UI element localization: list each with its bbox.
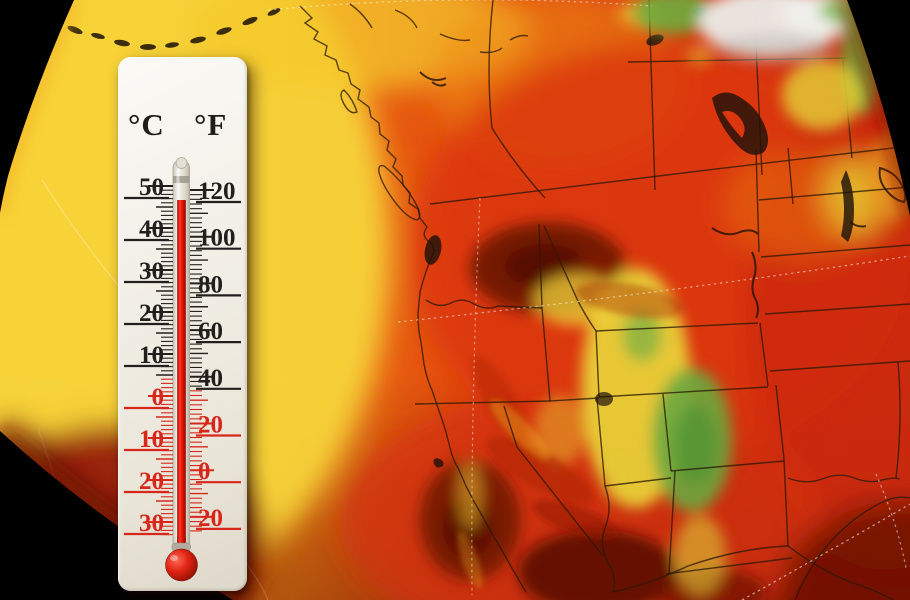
pacific-coastline	[299, 5, 527, 593]
fahrenheit-scale-label: 60	[198, 318, 223, 345]
us-mexico-border	[612, 545, 894, 600]
fahrenheit-scale-label: 40	[198, 365, 223, 392]
celsius-scale-label: 30	[139, 510, 164, 537]
lakes	[419, 8, 907, 468]
mercury-column	[171, 200, 191, 568]
celsius-scale-label: 10	[139, 342, 164, 369]
vancouver-island	[378, 164, 421, 221]
celsius-unit-label: °C	[128, 107, 165, 142]
fahrenheit-scale-label: 20	[198, 412, 223, 439]
thermometer-card: °C °F 50 40 30 20 10 0 10 20 30 120 100 80 60 40 20 0 20	[118, 57, 247, 591]
thermometer-bulb	[165, 548, 198, 582]
aleutian-islands	[67, 8, 281, 50]
celsius-scale-label: 20	[139, 468, 164, 495]
celsius-scale-label: 20	[139, 300, 164, 327]
haida-gwaii	[340, 89, 358, 114]
bc-alberta-border	[488, 0, 546, 199]
fahrenheit-scale-label: 20	[198, 505, 223, 532]
fahrenheit-scale-label: 0	[198, 458, 211, 485]
red-river-border	[787, 474, 901, 483]
celsius-scale: 50 40 30 20 10 0 10 20 30	[124, 174, 173, 537]
celsius-scale-label: 50	[139, 174, 164, 201]
california-nevada-border	[516, 446, 604, 557]
alaska-coast	[349, 3, 529, 54]
fahrenheit-unit-label: °F	[194, 107, 228, 142]
gulf-coastline	[794, 496, 910, 600]
columbia-river-border	[425, 299, 543, 309]
celsius-scale-label: 30	[139, 258, 164, 285]
celsius-scale-label: 40	[139, 216, 164, 243]
colorado-river-border	[601, 485, 616, 593]
fahrenheit-scale-label: 120	[198, 178, 236, 205]
fahrenheit-scale-label: 100	[198, 225, 236, 252]
boundary-lines	[299, 0, 910, 600]
fahrenheit-scale: 120 100 80 60 40 20 0 20	[190, 178, 241, 532]
celsius-scale-label: 10	[139, 426, 164, 453]
us-canada-border	[429, 145, 910, 205]
celsius-scale-label: 0	[152, 384, 165, 411]
fahrenheit-scale-label: 80	[198, 271, 223, 298]
